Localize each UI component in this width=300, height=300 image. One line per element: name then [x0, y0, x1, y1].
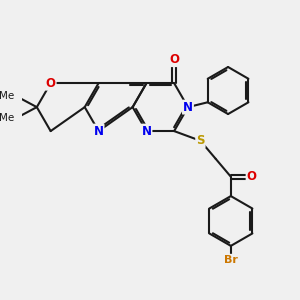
Text: O: O [169, 53, 179, 66]
Text: O: O [247, 170, 256, 183]
Text: N: N [94, 124, 103, 138]
Text: Me: Me [0, 113, 15, 123]
Text: N: N [183, 100, 193, 114]
Text: Br: Br [224, 255, 238, 265]
Text: Me: Me [0, 91, 15, 101]
Text: N: N [142, 124, 152, 138]
Text: O: O [46, 77, 56, 90]
Text: S: S [196, 134, 205, 147]
